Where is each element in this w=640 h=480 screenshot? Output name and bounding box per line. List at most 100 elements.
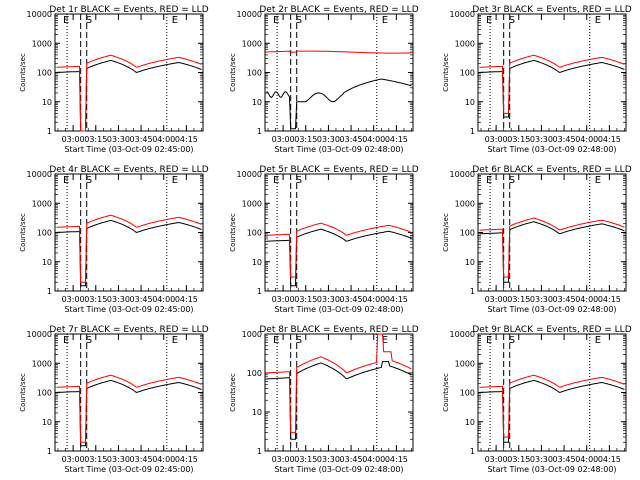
event-marker: E xyxy=(595,175,601,186)
x-tick-label: 04:15 xyxy=(598,455,621,464)
y-tick-label: 1000 xyxy=(242,39,262,48)
panel-8: Det 8r BLACK = Events, RED = LLD 1 10 100 10… xyxy=(229,325,419,474)
series-lld-line xyxy=(266,333,412,433)
y-tick-label: 10000 xyxy=(27,330,52,339)
event-marker: E xyxy=(172,15,178,26)
y-tick-label: 1000 xyxy=(32,359,52,368)
event-marker: E xyxy=(595,15,601,26)
event-marker: E xyxy=(273,335,279,346)
y-axis-label: Counts/sec xyxy=(19,213,27,252)
x-tick-label: 03:00 xyxy=(485,455,508,464)
y-tick-label: 10 xyxy=(42,258,52,267)
event-marker: E xyxy=(382,335,388,346)
y-tick-label: 1000 xyxy=(32,39,52,48)
event-marker: E xyxy=(486,15,492,26)
plot-frame xyxy=(54,333,204,452)
y-tick-label: 1 xyxy=(257,287,262,296)
x-tick-label: 03:00 xyxy=(62,135,85,144)
x-axis-label: Start Time (03-Oct-09 02:48:00) xyxy=(274,145,403,154)
y-axis-label: Counts/sec xyxy=(442,53,450,92)
x-tick-label: 03:45 xyxy=(340,135,363,144)
y-tick-label: 10000 xyxy=(450,170,475,179)
y-tick-label: 1 xyxy=(257,447,262,456)
event-marker: S xyxy=(296,15,302,26)
x-tick-label: 04:15 xyxy=(385,295,408,304)
x-tick-label: 03:45 xyxy=(340,295,363,304)
x-axis-label: Start Time (03-Oct-09 02:48:00) xyxy=(487,305,616,314)
panel-3: Det 3r BLACK = Events, RED = LLD 1 10 100 10… xyxy=(442,5,632,154)
panel-title: Det 5r BLACK = Events, RED = LLD xyxy=(259,165,418,175)
x-tick-label: 03:15 xyxy=(507,295,530,304)
x-tick-label: 04:00 xyxy=(362,135,385,144)
event-marker: S xyxy=(86,15,92,26)
event-marker: E xyxy=(273,15,279,26)
x-tick-label: 03:45 xyxy=(130,295,153,304)
y-axis-label: Counts/sec xyxy=(442,373,450,412)
x-tick-label: 03:15 xyxy=(84,295,107,304)
panel-title: Det 1r BLACK = Events, RED = LLD xyxy=(49,5,208,15)
y-tick-label: 10 xyxy=(42,98,52,107)
y-tick-label: 10 xyxy=(465,98,475,107)
series-lld-line xyxy=(479,374,625,438)
event-marker: E xyxy=(382,175,388,186)
event-marker: S xyxy=(296,175,302,186)
x-tick-label: 03:15 xyxy=(507,455,530,464)
event-marker: E xyxy=(486,175,492,186)
x-tick-label: 04:00 xyxy=(362,295,385,304)
y-tick-label: 1 xyxy=(257,127,262,136)
x-tick-label: 03:15 xyxy=(84,135,107,144)
panel-1: Det 1r BLACK = Events, RED = LLD 1 10 100 10… xyxy=(19,5,209,154)
event-marker: S xyxy=(509,15,515,26)
x-axis-label: Start Time (03-Oct-09 02:45:00) xyxy=(64,145,193,154)
x-axis-label: Start Time (03-Oct-09 02:48:00) xyxy=(274,305,403,314)
y-tick-label: 10000 xyxy=(237,10,262,19)
series-events-line xyxy=(56,219,202,287)
y-axis-label: Counts/sec xyxy=(229,213,237,252)
panel-title: Det 7r BLACK = Events, RED = LLD xyxy=(49,325,208,335)
x-tick-label: 03:30 xyxy=(530,455,553,464)
event-marker: E xyxy=(172,335,178,346)
event-marker: E xyxy=(486,335,492,346)
y-tick-label: 100 xyxy=(37,69,52,78)
y-tick-label: 100 xyxy=(247,369,262,378)
x-tick-label: 03:45 xyxy=(340,455,363,464)
panel-7: Det 7r BLACK = Events, RED = LLD 1 10 100 10… xyxy=(19,325,209,474)
x-tick-label: 03:45 xyxy=(553,295,576,304)
panel-title: Det 3r BLACK = Events, RED = LLD xyxy=(472,5,631,15)
x-tick-label: 03:30 xyxy=(317,135,340,144)
x-tick-label: 03:30 xyxy=(530,135,553,144)
event-marker: S xyxy=(86,175,92,186)
y-tick-label: 1 xyxy=(470,127,475,136)
x-tick-label: 03:30 xyxy=(107,295,130,304)
y-tick-label: 100 xyxy=(460,69,475,78)
series-events-line xyxy=(56,379,202,447)
x-tick-label: 04:15 xyxy=(598,135,621,144)
panel-title: Det 2r BLACK = Events, RED = LLD xyxy=(259,5,418,15)
x-tick-label: 04:15 xyxy=(385,455,408,464)
y-tick-label: 1000 xyxy=(455,39,475,48)
y-axis-label: Counts/sec xyxy=(229,53,237,92)
y-tick-label: 1000 xyxy=(455,199,475,208)
y-tick-label: 1000 xyxy=(242,330,262,339)
x-tick-label: 03:15 xyxy=(84,455,107,464)
x-tick-label: 03:15 xyxy=(294,135,317,144)
panel-2: Det 2r BLACK = Events, RED = LLD 1 10 100 10… xyxy=(229,5,419,154)
x-tick-label: 04:00 xyxy=(575,455,598,464)
x-tick-label: 03:00 xyxy=(62,295,85,304)
y-axis-label: Counts/sec xyxy=(229,373,237,412)
x-tick-label: 04:00 xyxy=(575,295,598,304)
plot-frame xyxy=(477,13,627,132)
x-tick-label: 04:00 xyxy=(575,135,598,144)
event-marker: E xyxy=(382,15,388,26)
plot-frame xyxy=(477,333,627,452)
y-tick-label: 10000 xyxy=(450,10,475,19)
y-tick-label: 10 xyxy=(252,258,262,267)
y-tick-label: 1000 xyxy=(455,359,475,368)
x-tick-label: 04:15 xyxy=(175,135,198,144)
y-tick-label: 1 xyxy=(47,287,52,296)
event-marker: E xyxy=(63,335,69,346)
panel-4: Det 4r BLACK = Events, RED = LLD 1 10 100 10… xyxy=(19,165,209,314)
plot-frame xyxy=(264,333,414,452)
x-tick-label: 03:30 xyxy=(107,135,130,144)
